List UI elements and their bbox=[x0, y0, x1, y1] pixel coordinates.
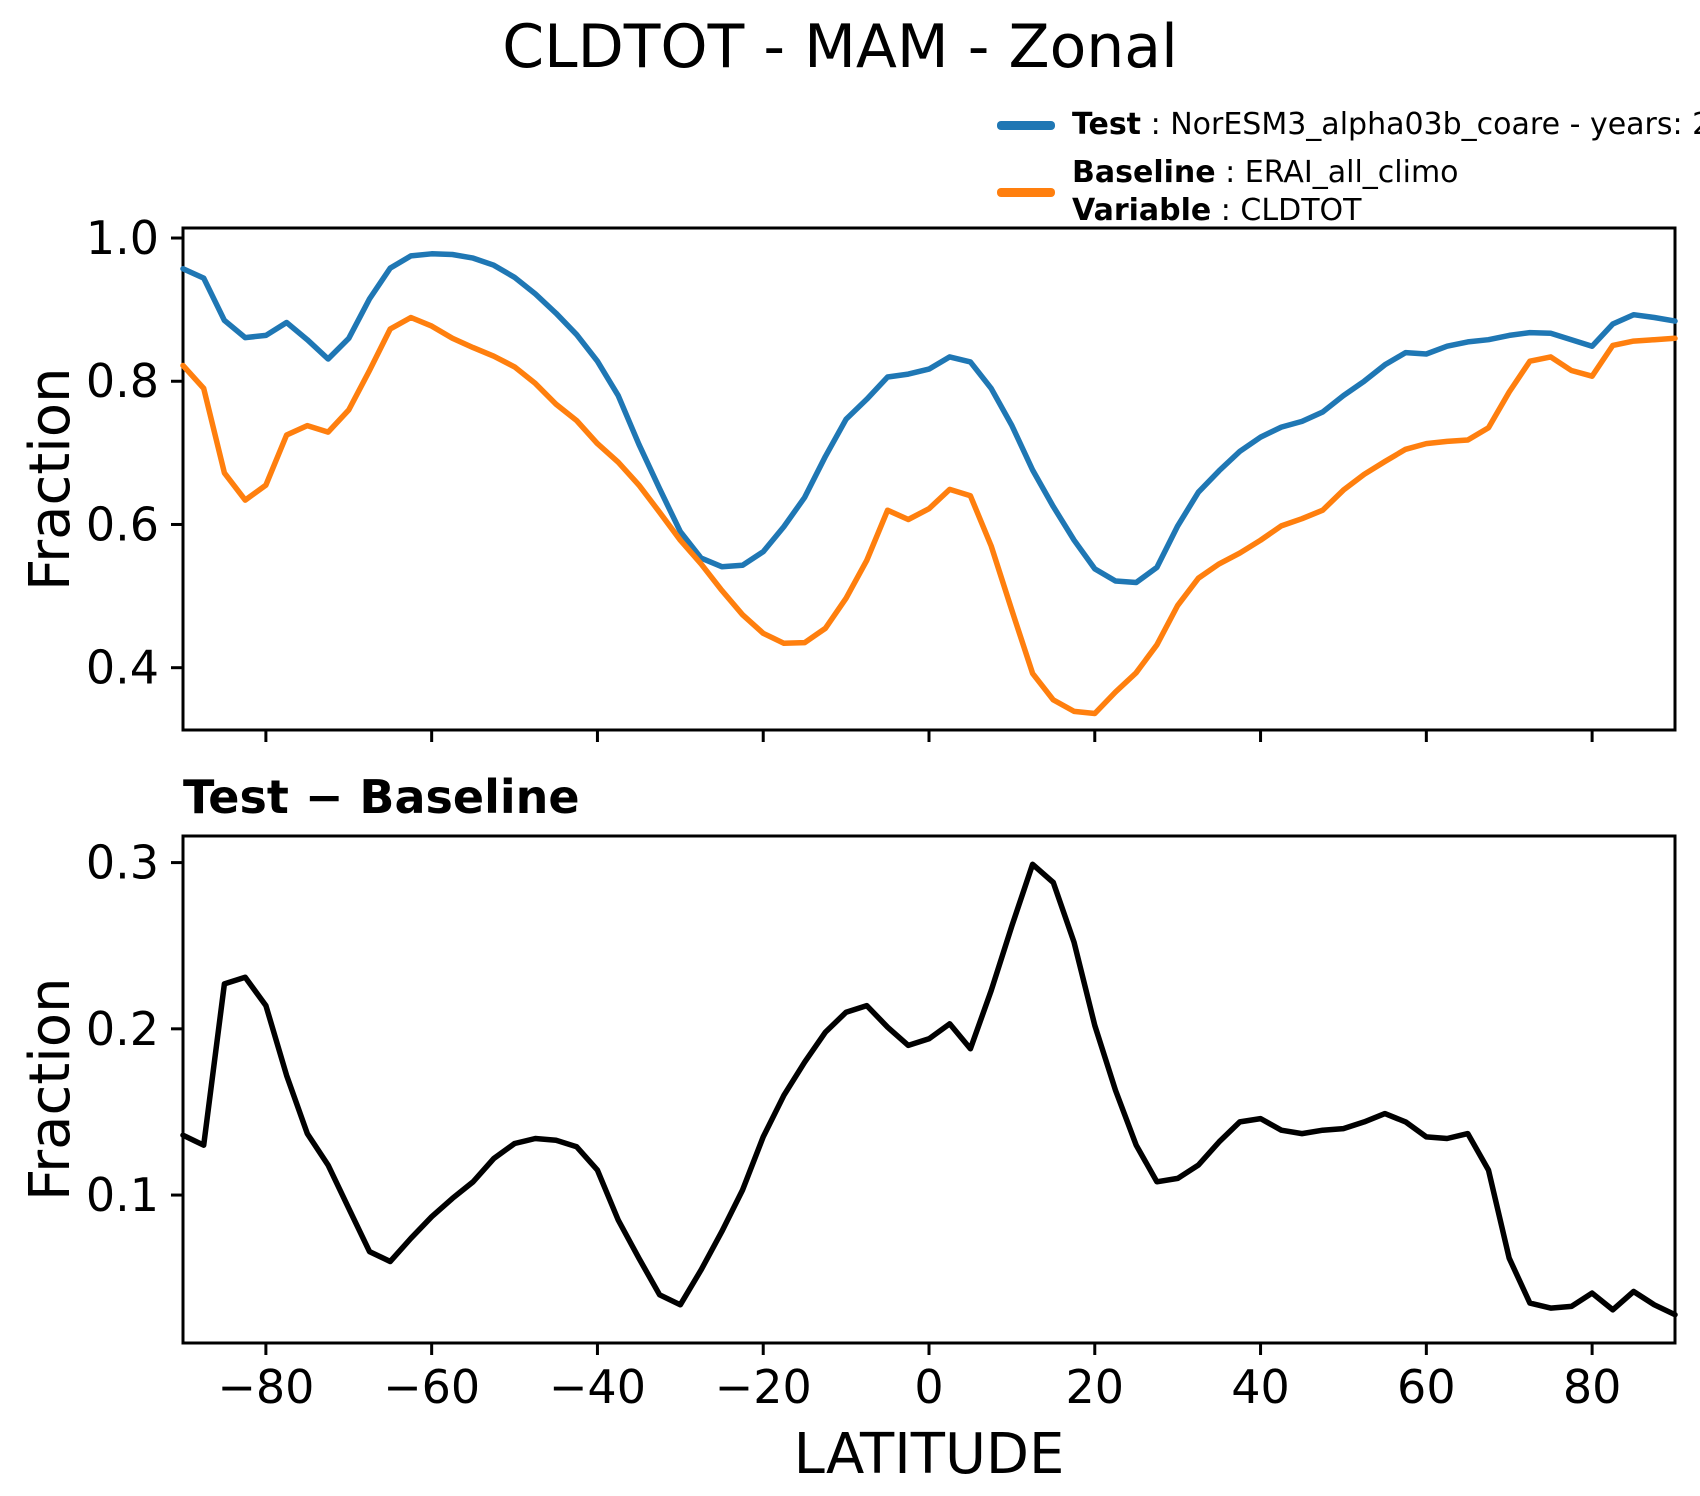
test-line-swatch bbox=[997, 120, 1055, 130]
legend-value-variable: : CLDTOT bbox=[1211, 193, 1362, 228]
baseline-line bbox=[180, 314, 1678, 717]
x-tick-label: −80 bbox=[217, 1360, 314, 1414]
legend-value-test: : NorESM3_alpha03b_coare - years: 20-30 bbox=[1150, 107, 1700, 142]
x-tick-label: 20 bbox=[1066, 1360, 1125, 1414]
baseline-line-swatch bbox=[997, 187, 1055, 197]
x-tick-label: 0 bbox=[914, 1360, 943, 1414]
y-tick-label: 0.4 bbox=[86, 641, 159, 695]
legend-entry-baseline: Baseline : ERAI_all_climo Variable : CLD… bbox=[997, 154, 1700, 230]
y-tick-label: 0.2 bbox=[86, 1002, 159, 1056]
y-tick-label: 0.8 bbox=[86, 354, 159, 408]
x-tick-label: −40 bbox=[549, 1360, 646, 1414]
legend-label-variable: Variable bbox=[1072, 193, 1212, 228]
page-title: CLDTOT - MAM - Zonal bbox=[502, 12, 1178, 82]
legend-text-baseline-variable: Baseline : ERAI_all_climo Variable : CLD… bbox=[1072, 154, 1459, 230]
x-tick-label: −20 bbox=[715, 1360, 812, 1414]
bottom-plot: 0.1 0.2 0.3 −80 −60 −40 −20 0 20 40 60 80 bbox=[86, 834, 1678, 1414]
test-minus-baseline-line bbox=[180, 861, 1678, 1318]
legend-label-test: Test bbox=[1072, 107, 1142, 142]
bottom-y-axis-label: Fraction bbox=[18, 977, 83, 1202]
top-y-axis-label: Fraction bbox=[18, 367, 83, 591]
top-plot: 0.4 0.6 0.8 1.0 bbox=[86, 211, 1678, 742]
top-plot-axes-frame bbox=[181, 226, 1677, 732]
legend-text-variable: Variable : CLDTOT bbox=[1072, 192, 1459, 230]
difference-plot-title: Test − Baseline bbox=[183, 770, 580, 824]
y-tick-label: 0.3 bbox=[86, 836, 159, 890]
y-tick-label: 0.1 bbox=[86, 1168, 159, 1222]
legend-value-baseline: : ERAI_all_climo bbox=[1215, 155, 1459, 190]
y-tick-label: 1.0 bbox=[86, 211, 159, 265]
x-tick-label: 80 bbox=[1563, 1360, 1622, 1414]
legend-text-test: Test : NorESM3_alpha03b_coare - years: 2… bbox=[1072, 106, 1700, 144]
bottom-plot-axes-frame bbox=[181, 834, 1677, 1345]
x-axis-label: LATITUDE bbox=[793, 1422, 1065, 1487]
x-tick-label: −60 bbox=[383, 1360, 480, 1414]
x-tick-label: 40 bbox=[1231, 1360, 1290, 1414]
legend-label-baseline: Baseline bbox=[1072, 155, 1216, 190]
legend: Test : NorESM3_alpha03b_coare - years: 2… bbox=[997, 106, 1700, 240]
legend-text-baseline: Baseline : ERAI_all_climo bbox=[1072, 154, 1459, 192]
test-line bbox=[180, 251, 1678, 586]
x-tick-label: 60 bbox=[1397, 1360, 1456, 1414]
y-tick-label: 0.6 bbox=[86, 497, 159, 551]
legend-entry-test: Test : NorESM3_alpha03b_coare - years: 2… bbox=[997, 106, 1700, 144]
